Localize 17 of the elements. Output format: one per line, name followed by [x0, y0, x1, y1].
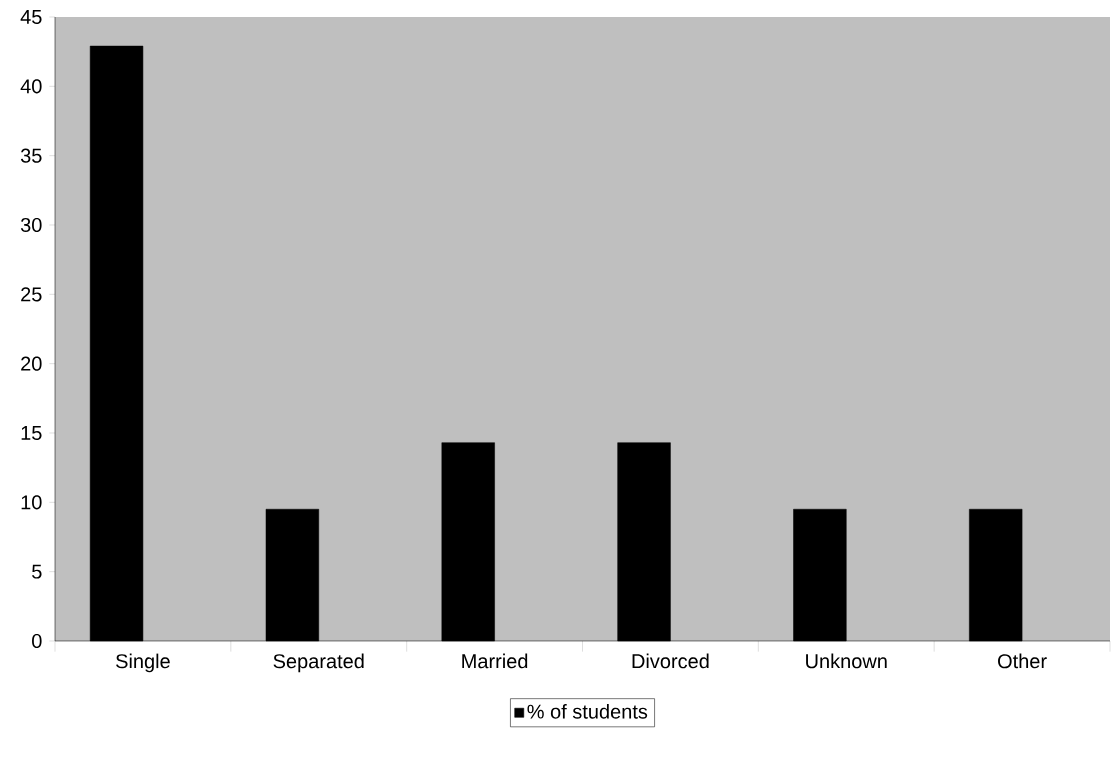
y-tick-label: 30 — [20, 217, 42, 233]
y-tick-label: 10 — [21, 495, 42, 510]
y-tick-label: 20 — [21, 356, 42, 371]
x-tick-label: Separated — [273, 653, 364, 673]
x-tick-label: Other — [998, 653, 1047, 669]
y-tick-label: 5 — [32, 564, 42, 579]
x-tick-label: Single — [116, 653, 170, 673]
y-tick-label: 40 — [20, 79, 42, 94]
x-tick-label: Unknown — [806, 653, 887, 669]
y-tick-label: 25 — [21, 287, 42, 302]
y-tick-label: 35 — [20, 148, 42, 163]
legend-label: % of students — [527, 704, 648, 719]
y-tick-label: 45 — [20, 10, 42, 24]
x-tick-label: Divorced — [632, 653, 709, 669]
y-tick-label: 0 — [32, 633, 42, 649]
y-tick-label: 15 — [21, 426, 42, 440]
x-tick-label: Married — [462, 653, 528, 669]
